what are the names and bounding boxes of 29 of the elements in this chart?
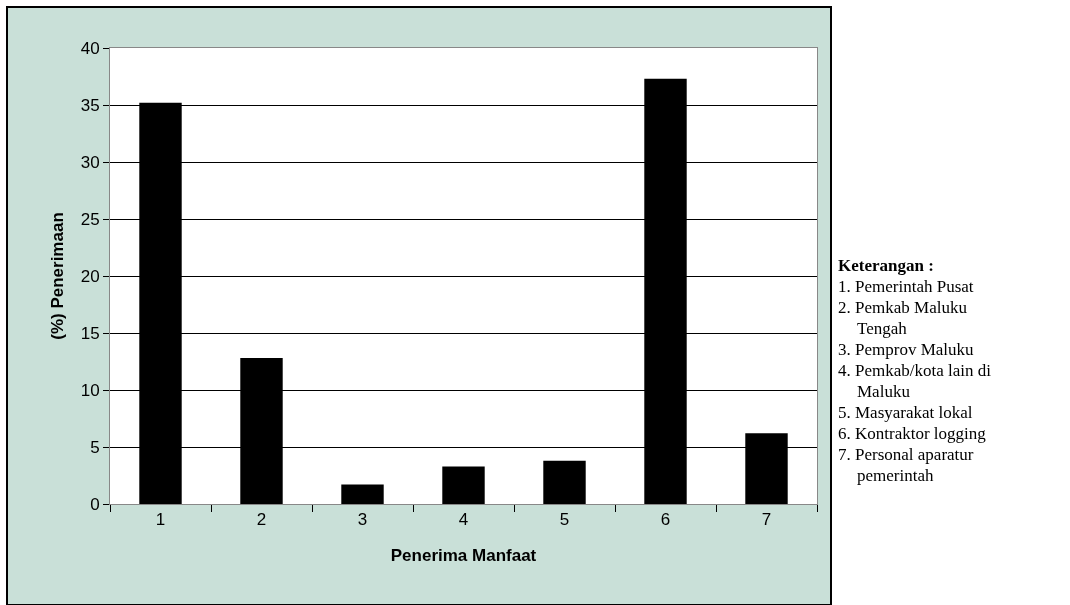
y-tick-label: 10: [80, 380, 100, 400]
text: 7. Personal aparatur pemerintah: [838, 444, 975, 486]
bar: [543, 460, 586, 504]
text: 2. Pemkab Maluku Tengah: [838, 297, 968, 339]
y-tick-label: 25: [80, 209, 100, 229]
text: 5. Masyarakat lokal: [838, 402, 974, 423]
text: 6. Kontraktor logging: [838, 423, 987, 444]
x-tick-label: 1: [155, 510, 166, 530]
y-tick-label: 5: [90, 437, 100, 457]
text: Keterangan :: [838, 255, 935, 276]
text: 1. Pemerintah Pusat: [838, 276, 975, 297]
y-tick-label: 30: [80, 152, 100, 172]
y-tick-label: 35: [80, 95, 100, 115]
bar: [442, 466, 485, 504]
y-tick-label: 40: [80, 38, 100, 58]
x-tick-label: 4: [458, 510, 469, 530]
x-tick-label: 7: [761, 510, 772, 530]
text: 3. Pemprov Maluku: [838, 339, 975, 360]
y-axis-title: (%) Penerimaan: [48, 212, 68, 340]
bar: [341, 484, 384, 504]
x-tick-label: 5: [559, 510, 570, 530]
y-tick-label: 0: [90, 494, 100, 514]
x-tick-label: 6: [660, 510, 671, 530]
text: 4. Pemkab/kota lain di Maluku: [838, 360, 992, 402]
y-tick-label: 20: [80, 266, 100, 286]
x-tick-label: 3: [357, 510, 368, 530]
x-tick-label: 2: [256, 510, 267, 530]
y-tick-label: 15: [80, 323, 100, 343]
x-axis-title: Penerima Manfaat: [390, 545, 537, 565]
